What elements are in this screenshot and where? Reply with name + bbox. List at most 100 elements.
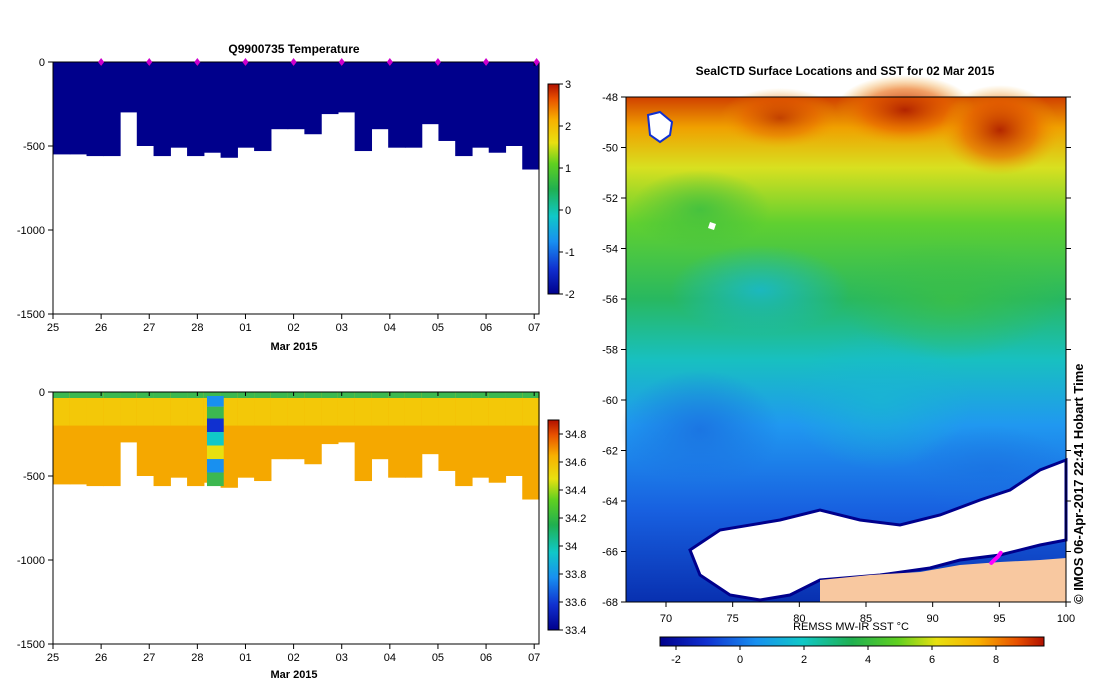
salinity-profile-bar	[471, 392, 490, 478]
y-tick-label: -500	[23, 471, 45, 483]
temperature-profile-bar	[237, 62, 255, 148]
salinity-profile-bar	[337, 392, 356, 443]
temperature-profile-bar	[170, 62, 188, 148]
temperature-profile-bar	[471, 62, 490, 148]
salinity-profile-bar	[455, 392, 473, 487]
lon-tick-label: 80	[793, 613, 805, 625]
salinity-profile-bar	[304, 392, 322, 465]
x-tick-label: 06	[480, 322, 492, 334]
colorbar-tick-label: -1	[565, 247, 575, 259]
salinity-profile-bar	[270, 392, 289, 460]
temperature-profile-bar	[304, 62, 322, 135]
profile-marker	[533, 58, 540, 66]
temperature-profile-markers	[98, 58, 540, 66]
sst-colorbar	[659, 636, 1045, 647]
temperature-profile-bar	[187, 62, 205, 157]
colorbar-tick-label: 33.6	[565, 597, 586, 609]
sst-colorbar-tick-label: 4	[865, 654, 871, 666]
salinity-profile-bar	[354, 392, 373, 482]
salinity-profile-bar	[438, 392, 456, 471]
y-tick-label: 0	[39, 57, 45, 69]
y-tick-label: -1500	[17, 309, 45, 321]
temperature-panel: Q9900735 Temperature 0-500-1000-1500 25 2…	[17, 42, 575, 353]
salinity-profile-bar	[254, 392, 272, 482]
lon-tick-label: 75	[727, 613, 739, 625]
temperature-profile-bar	[153, 62, 171, 157]
sst-colorbar-tick-label: 0	[737, 654, 743, 666]
lat-tick-label: -56	[602, 294, 618, 306]
profile-marker	[386, 58, 393, 66]
temperature-profile-bar	[505, 62, 523, 146]
salinity-profile-bar	[237, 392, 255, 478]
temperature-profile-bar	[438, 62, 456, 141]
colorbar-tick-label: 34.2	[565, 513, 586, 525]
x-tick-label: 25	[47, 652, 59, 664]
salinity-profile-bar	[86, 392, 104, 487]
colorbar-tick-label: 34.8	[565, 429, 586, 441]
temperature-profile-bar	[421, 62, 440, 125]
x-tick-label: 02	[287, 322, 299, 334]
y-tick-label: -1000	[17, 555, 45, 567]
salinity-profile-bar	[69, 392, 88, 485]
lat-tick-label: -54	[602, 244, 618, 256]
colorbar-tick-label: 34.4	[565, 485, 586, 497]
sst-map-panel: SealCTD Surface Locations and SST for 02…	[602, 64, 1075, 666]
x-tick-label: 02	[287, 652, 299, 664]
temperature-profiles	[53, 62, 540, 170]
x-tick-label: 27	[143, 652, 155, 664]
salinity-profile-bar	[505, 392, 523, 476]
temperature-profile-bar	[254, 62, 272, 152]
colorbar-tick-label: -2	[565, 289, 575, 301]
x-tick-label: 07	[528, 322, 540, 334]
salinity-profile-bar	[53, 392, 71, 485]
lat-tick-label: -50	[602, 143, 618, 155]
x-tick-label: 04	[384, 652, 396, 664]
salinity-profile-bar	[404, 392, 423, 478]
x-tick-label: 03	[336, 322, 348, 334]
seal-track	[989, 550, 1003, 565]
salinity-plot-frame	[52, 391, 540, 645]
salinity-profile-bar	[153, 392, 171, 487]
x-tick-label: 28	[191, 322, 203, 334]
salinity-profile-bar	[421, 392, 440, 455]
temperature-profile-bar	[388, 62, 406, 148]
sst-colorbar-tick-label: 6	[929, 654, 935, 666]
temperature-profile-bar	[354, 62, 373, 152]
temperature-profile-bar	[69, 62, 88, 155]
temperature-profile-bar	[220, 62, 238, 158]
temperature-profile-bar	[136, 62, 155, 146]
temperature-title: Q9900735 Temperature	[228, 42, 360, 56]
x-tick-label: 06	[480, 652, 492, 664]
colorbar-tick-label: 33.8	[565, 569, 586, 581]
profile-marker	[146, 58, 153, 66]
salinity-profiles	[53, 392, 540, 500]
salinity-profile-bar	[187, 392, 205, 487]
profile-marker	[98, 58, 105, 66]
lat-tick-label: -62	[602, 446, 618, 458]
y-tick-label: -500	[23, 141, 45, 153]
lat-tick-label: -48	[602, 92, 618, 104]
y-tick-label: -1000	[17, 225, 45, 237]
salinity-profile-bar	[371, 392, 389, 460]
x-tick-label: 05	[432, 322, 444, 334]
salinity-x-axis: 25 26 27 28 01 02 03 04 05 06 07	[47, 392, 540, 664]
salinity-colorbar-ticks: 34.8 34.6 34.4 34.2 34 33.8 33.6 33.4	[559, 429, 586, 637]
temperature-profile-bar	[455, 62, 473, 157]
lon-tick-label: 100	[1057, 613, 1075, 625]
temperature-colorbar-ticks: 3 2 1 0 -1 -2	[559, 79, 575, 301]
temperature-profile-bar	[488, 62, 507, 153]
x-tick-label: 07	[528, 652, 540, 664]
temperature-profile-bar	[287, 62, 305, 130]
salinity-profile-bar	[388, 392, 406, 478]
temperature-profile-bar	[53, 62, 71, 155]
temperature-y-axis: 0 -500 -1000 -1500	[17, 57, 53, 321]
lon-tick-label: 85	[860, 613, 872, 625]
colorbar-tick-label: 1	[565, 163, 571, 175]
sst-colorbar-tick-label: 8	[993, 654, 999, 666]
salinity-panel: 0 -500 -1000 -1500 25 26 27 28 01 02 03 04 05 06 07 M…	[17, 387, 587, 681]
antarctic-land	[820, 558, 1066, 602]
colorbar-tick-label: 0	[565, 205, 571, 217]
salinity-profile-bar	[321, 392, 339, 445]
temperature-profile-bar	[270, 62, 289, 130]
salinity-colorbar	[547, 419, 560, 631]
